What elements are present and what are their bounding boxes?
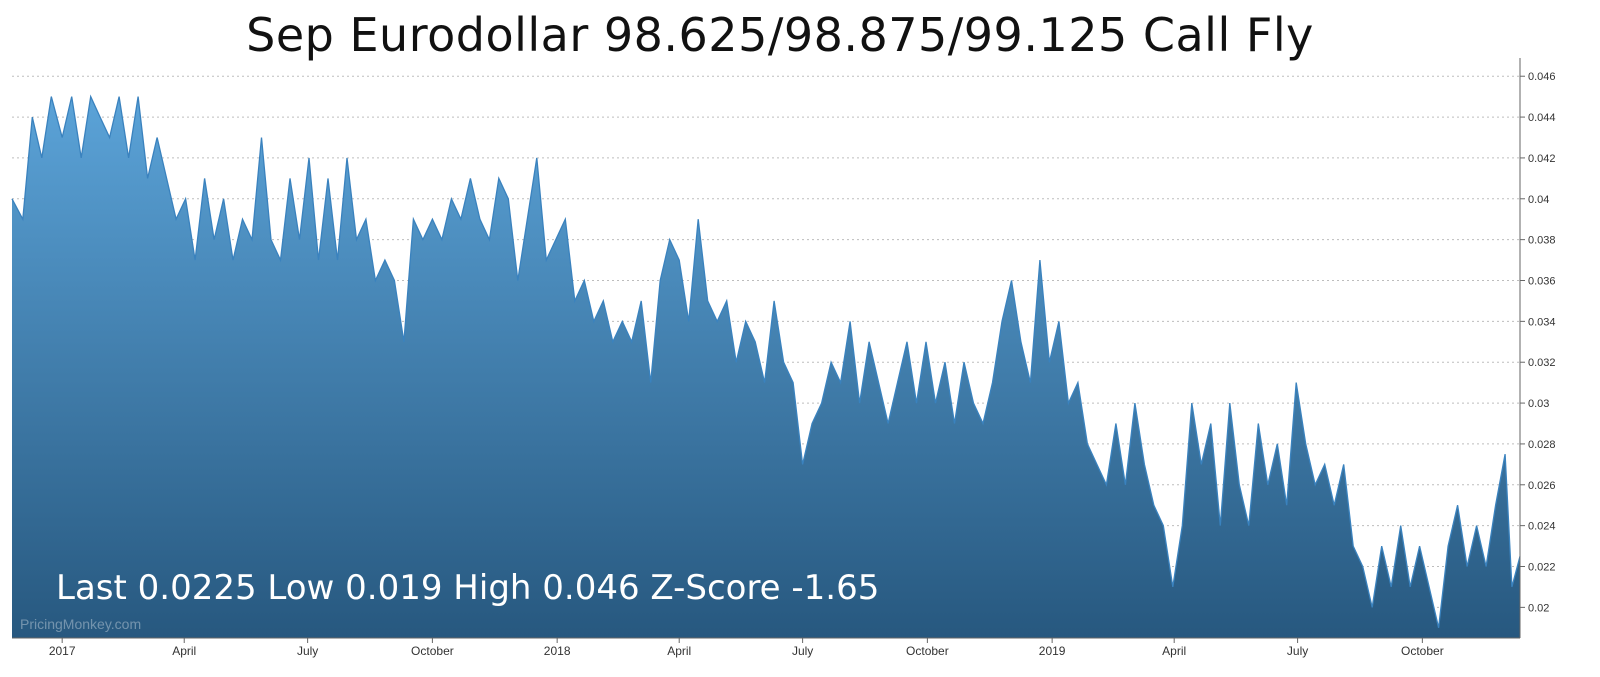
chart-title: Sep Eurodollar 98.625/98.875/99.125 Call… [246,8,1314,62]
x-tick-label: 2018 [544,644,571,658]
y-tick-label: 0.032 [1528,357,1556,369]
series-line [11,94,1521,628]
y-tick-label: 0.03 [1528,398,1549,410]
series-area [12,96,1520,639]
x-tick-label: July [297,644,318,658]
watermark: PricingMonkey.com [20,616,142,632]
y-tick-label: 0.046 [1528,71,1556,83]
stats-annotation: Last 0.0225 Low 0.019 High 0.046 Z-Score… [56,568,880,608]
y-tick-label: 0.026 [1528,480,1556,492]
y-axis: 0.02 0.022 0.024 0.026 0.028 0.03 0.032 0.034 0.… [1519,58,1556,638]
y-tick-label: 0.04 [1528,194,1549,206]
y-tick-label: 0.02 [1528,602,1549,614]
y-tick-label: 0.038 [1528,235,1556,247]
x-tick-label: April [667,644,691,658]
x-tick-label: October [906,644,949,658]
x-tick-label: October [1401,644,1444,658]
y-tick-label: 0.024 [1528,521,1556,533]
x-tick-label: 2019 [1039,644,1066,658]
area-layer [11,94,1521,639]
x-tick-label: April [172,644,196,658]
y-tick-label: 0.022 [1528,562,1556,574]
x-tick-label: July [792,644,813,658]
y-tick-label: 0.042 [1528,153,1556,165]
y-tick-label: 0.034 [1528,316,1556,328]
y-tick-label: 0.028 [1528,439,1556,451]
x-tick-label: October [411,644,454,658]
x-tick-label: April [1162,644,1186,658]
x-tick-label: 2017 [49,644,76,658]
y-tick-label: 0.044 [1528,112,1556,124]
y-tick-label: 0.036 [1528,276,1556,288]
x-tick-label: July [1287,644,1308,658]
x-axis: 2017 April July October 2018 April July October… [12,637,1520,658]
